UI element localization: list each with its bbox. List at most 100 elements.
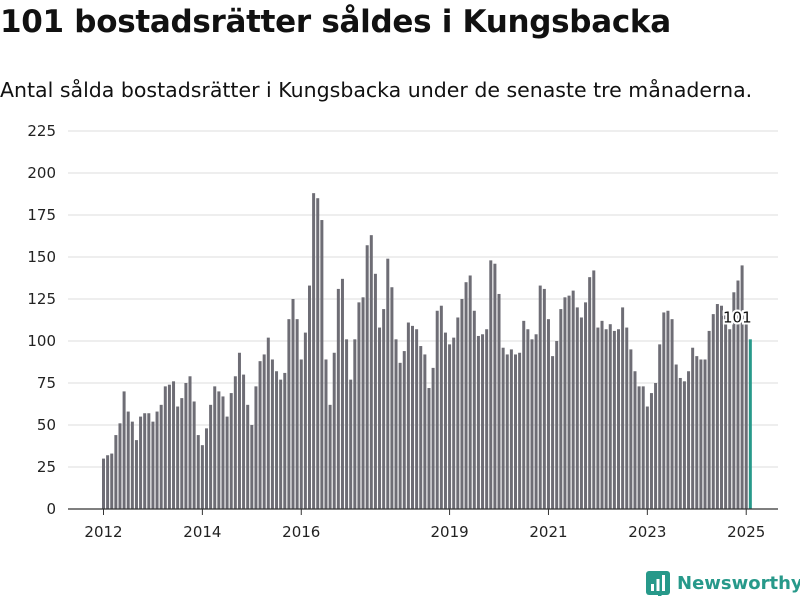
bar (102, 458, 105, 509)
bar (390, 287, 394, 509)
bar (378, 327, 382, 509)
bar (579, 317, 583, 509)
bar (592, 270, 596, 509)
bar (258, 361, 262, 509)
bar (291, 299, 295, 509)
bar (530, 339, 534, 509)
y-tick-label: 225 (27, 122, 56, 140)
highlight-bar (748, 339, 752, 509)
bar (617, 329, 620, 509)
bar (497, 293, 501, 509)
bar (744, 320, 748, 509)
bar (126, 411, 130, 509)
bar (196, 435, 200, 509)
bar (369, 235, 373, 509)
bar (114, 435, 118, 509)
bar (600, 320, 604, 509)
bar (654, 383, 658, 509)
bar (151, 421, 155, 509)
bar (266, 337, 270, 509)
bar (715, 304, 719, 509)
bar (143, 413, 147, 509)
bar (740, 265, 744, 509)
bar (415, 329, 419, 509)
bar (662, 312, 666, 509)
bar (736, 280, 740, 509)
bar (670, 319, 674, 509)
bar (674, 364, 678, 509)
brand-name: Newsworthy (677, 572, 800, 594)
bar (159, 404, 163, 509)
bar (209, 404, 213, 509)
bar (118, 423, 122, 509)
newsworthy-logo: Newsworthy (645, 570, 800, 596)
bar (604, 329, 608, 509)
bar (316, 198, 320, 509)
bar-chart: 0 25 50 75 100 125 150 175 200 225 2012 2014 2016 201… (27, 122, 778, 541)
bar (567, 295, 571, 509)
bar (724, 310, 728, 509)
bar (188, 376, 192, 509)
y-tick-label: 200 (27, 164, 56, 182)
bar (172, 381, 176, 509)
bar (192, 401, 196, 509)
bar (456, 317, 460, 509)
bar (233, 376, 237, 509)
bar (678, 377, 682, 509)
bar (213, 386, 217, 509)
bar (435, 310, 439, 509)
y-tick-label: 50 (37, 416, 56, 434)
bar (262, 354, 266, 509)
bar (134, 440, 138, 509)
bar (406, 322, 410, 509)
bar (299, 359, 303, 509)
bar (411, 325, 414, 509)
x-tick-label: 2025 (727, 523, 765, 541)
bar (328, 404, 332, 509)
bar (221, 396, 225, 509)
bar (431, 367, 435, 509)
bar (608, 324, 612, 509)
y-tick-label: 0 (46, 500, 56, 518)
bar (625, 327, 629, 509)
bar (522, 320, 526, 509)
bar (184, 383, 188, 509)
bar (176, 406, 180, 509)
bar (382, 309, 386, 509)
bar (312, 193, 316, 509)
bar (402, 351, 406, 509)
bar (691, 347, 695, 509)
bar (514, 354, 517, 509)
bar (452, 337, 456, 509)
bar (526, 329, 530, 509)
bar (505, 354, 509, 509)
bar (361, 297, 365, 509)
bar (695, 356, 699, 509)
bar (246, 404, 250, 509)
bar (225, 416, 229, 509)
newsworthy-icon (646, 571, 670, 596)
bar (147, 413, 151, 509)
bar (155, 411, 159, 509)
bar (555, 341, 559, 509)
bar (538, 285, 542, 509)
bar (365, 245, 369, 510)
bar (501, 347, 505, 509)
bar (398, 362, 402, 509)
bar (320, 220, 324, 510)
bar (641, 386, 645, 509)
bar (493, 263, 497, 509)
bar (237, 352, 241, 509)
bar (254, 386, 258, 509)
bar (707, 330, 711, 509)
bar (340, 278, 344, 509)
bar (518, 352, 522, 509)
bar (242, 374, 246, 509)
x-tick-label: 2023 (628, 523, 666, 541)
bar (110, 453, 114, 509)
bar (559, 309, 563, 509)
bar (308, 285, 311, 509)
bar (448, 344, 452, 509)
bar (649, 393, 653, 509)
bar (596, 327, 600, 509)
